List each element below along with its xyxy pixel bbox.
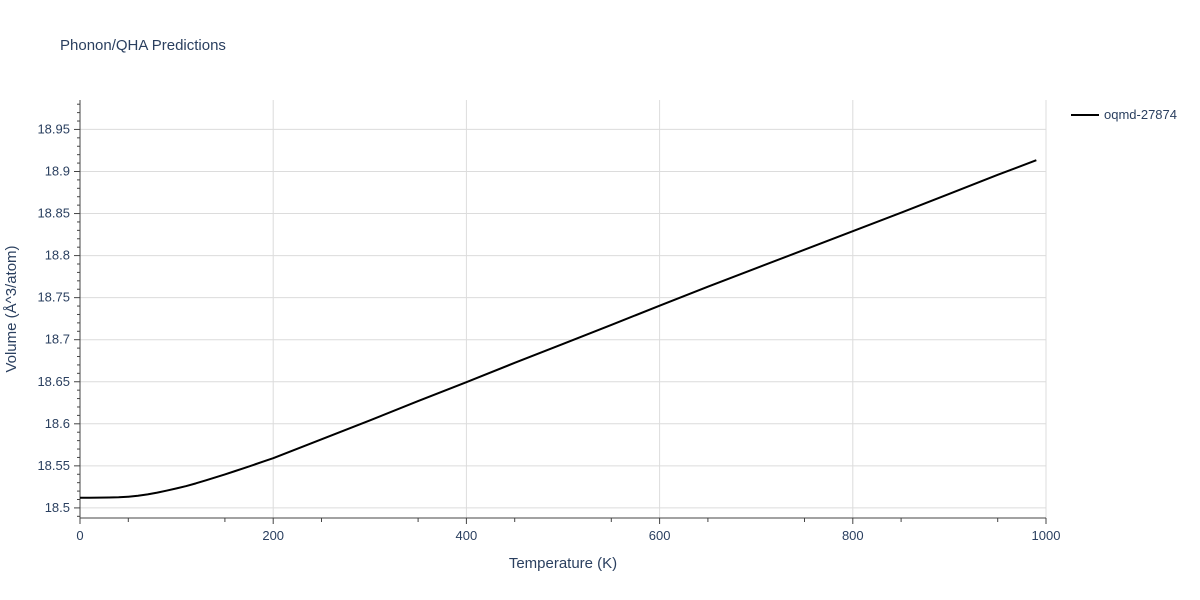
y-tick-label: 18.6 — [45, 416, 70, 431]
y-tick-label: 18.7 — [45, 332, 70, 347]
y-tick-label: 18.95 — [37, 121, 70, 136]
series-lines — [80, 159, 1037, 499]
x-tick-label: 200 — [262, 528, 284, 543]
y-tick-label: 18.85 — [37, 206, 70, 221]
series-line-oqmd-27874[interactable] — [80, 159, 1037, 499]
y-tick-label: 18.5 — [45, 500, 70, 515]
x-tick-label: 600 — [649, 528, 671, 543]
axes: 0 200 400 600 800 1000 18.5 18.55 18.6 18.65 18.7 1… — [37, 100, 1060, 543]
y-tick-label: 18.75 — [37, 290, 70, 305]
y-axis-title: Volume (Å^3/atom) — [3, 245, 20, 372]
y-tick-label: 18.65 — [37, 374, 70, 389]
x-tick-label: 1000 — [1032, 528, 1061, 543]
x-tick-label: 800 — [842, 528, 864, 543]
x-tick-label: 0 — [76, 528, 83, 543]
grid-lines — [80, 100, 1047, 518]
legend[interactable]: oqmd-27874 — [1071, 107, 1177, 122]
x-axis-title: Temperature (K) — [509, 555, 617, 572]
y-tick-label: 18.9 — [45, 163, 70, 178]
y-tick-label: 18.8 — [45, 248, 70, 263]
chart-title: Phonon/QHA Predictions — [60, 37, 226, 54]
x-tick-label: 400 — [456, 528, 478, 543]
y-tick-label: 18.55 — [37, 458, 70, 473]
legend-label[interactable]: oqmd-27874 — [1104, 107, 1177, 122]
